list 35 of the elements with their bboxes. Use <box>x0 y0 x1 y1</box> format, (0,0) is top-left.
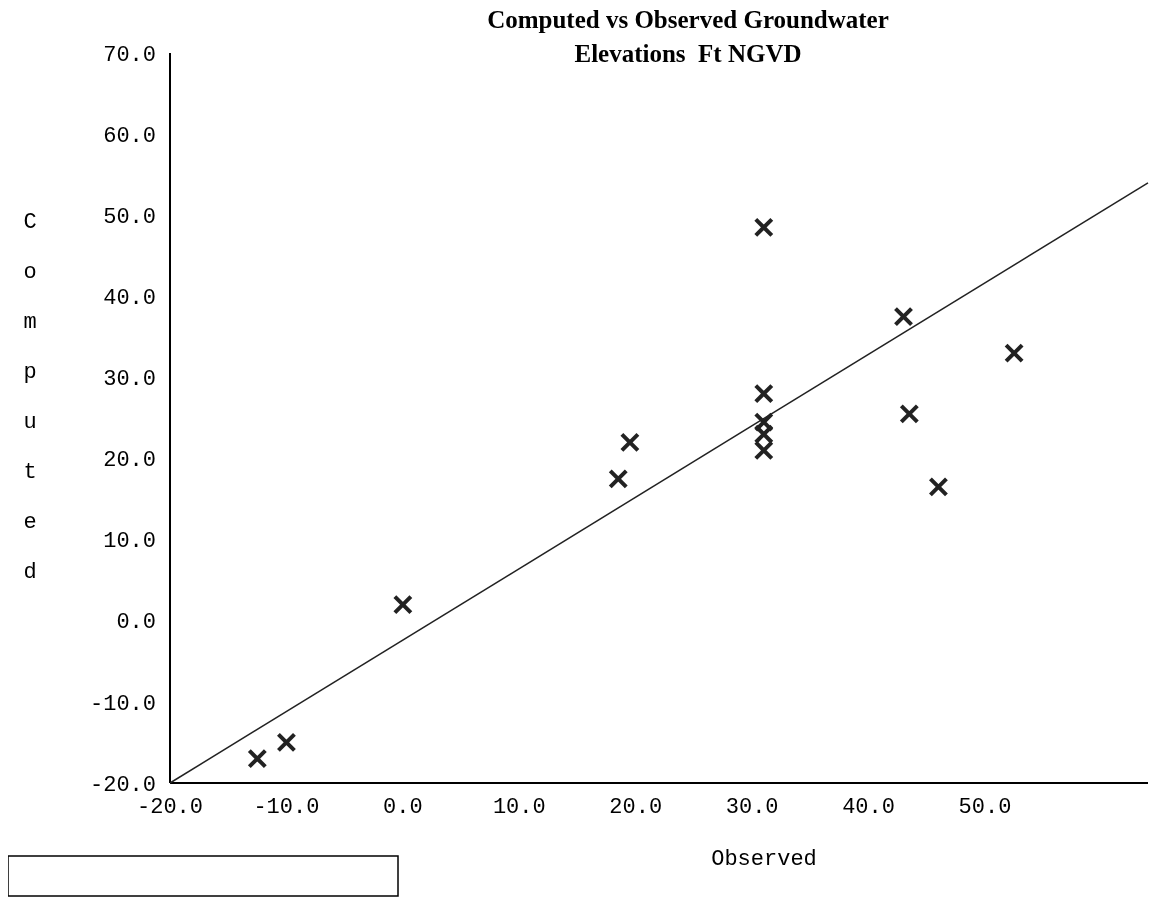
x-tick-label: 30.0 <box>725 795 779 820</box>
point <box>608 468 629 489</box>
y-tick-label: 40.0 <box>103 286 156 312</box>
y-tick-label: -10.0 <box>89 691 156 717</box>
point <box>276 732 297 753</box>
point <box>1004 343 1025 364</box>
y-tick-label: 20.0 <box>103 448 156 474</box>
x-tick-label: 10.0 <box>492 795 546 820</box>
chart-title: Computed vs Observed Groundwater Elevations Ft NGVD <box>487 6 889 67</box>
y-tick-label: 50.0 <box>103 204 156 230</box>
y-axis-title: Computed <box>23 210 37 585</box>
y-tick-label: 0.0 <box>116 610 156 636</box>
x-tick-label: 20.0 <box>609 795 663 820</box>
y-tick-label: 60.0 <box>103 123 156 149</box>
x-tick-label: -10.0 <box>253 795 320 820</box>
x-axis-title: Observed <box>711 847 817 872</box>
x-tick-label: 40.0 <box>842 795 895 820</box>
point <box>753 383 774 404</box>
point <box>619 432 640 453</box>
point <box>753 440 774 461</box>
x-tick-label: 0.0 <box>383 795 423 820</box>
point <box>392 594 413 615</box>
point <box>928 476 949 497</box>
point <box>753 412 774 433</box>
y-tick-label: 30.0 <box>103 367 156 393</box>
point <box>247 748 268 769</box>
point <box>893 306 914 327</box>
x-tick-label: -20.0 <box>136 795 204 820</box>
y-tick-label: 10.0 <box>103 529 156 555</box>
point <box>753 217 774 238</box>
y-tick-label: -20.0 <box>89 772 156 798</box>
point <box>753 424 774 445</box>
y-tick-label: 70.0 <box>103 42 156 68</box>
point <box>899 403 920 424</box>
x-tick-label: 50.0 <box>958 795 1012 820</box>
